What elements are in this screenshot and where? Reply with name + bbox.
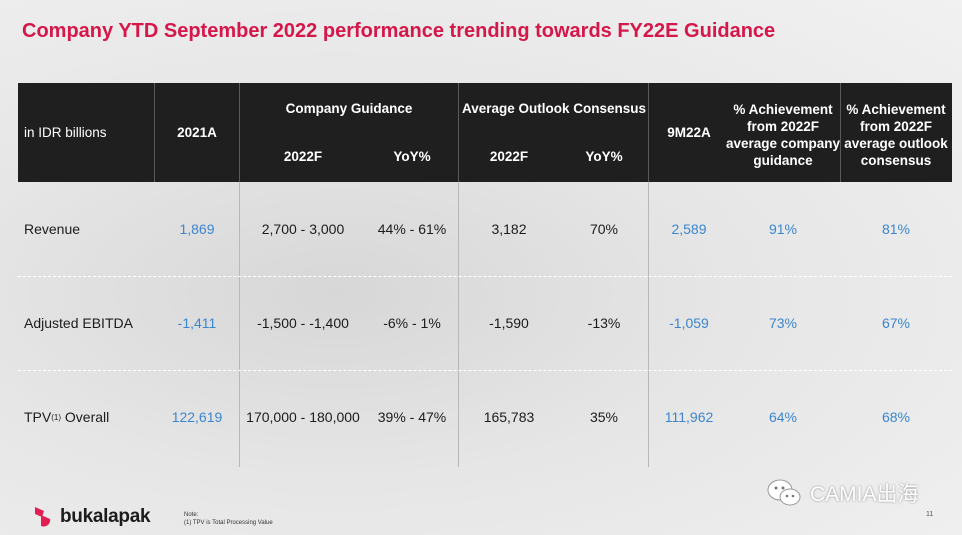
header-divider — [840, 83, 841, 182]
logo-text: bukalapak — [60, 506, 151, 527]
header-9m22a: 9M22A — [667, 125, 711, 140]
column-divider — [458, 182, 459, 467]
guidance-table: in IDR billions 2021A Company Guidance 2… — [18, 83, 952, 467]
header-divider — [239, 83, 240, 182]
watermark: CAMIA出海 — [766, 478, 919, 508]
header-achievement-consensus: % Achievement from 2022F average outlook… — [844, 102, 948, 168]
cell-9m22a: 2,589 — [671, 221, 707, 237]
page-title: Company YTD September 2022 performance t… — [22, 20, 776, 42]
cell-2021a: 1,869 — [179, 221, 215, 237]
header-achievement-guidance: % Achievement from 2022F average company… — [725, 102, 841, 168]
row-label: Revenue — [24, 221, 81, 237]
header-company-guidance: Company Guidance — [285, 100, 413, 116]
watermark-text: CAMIA出海 — [810, 483, 919, 506]
footnote: Note: (1) TPV is Total Processing Value — [184, 512, 273, 526]
header-ao-yoy: YoY% — [585, 148, 623, 164]
cell-achievement-consensus: 68% — [881, 409, 911, 425]
header-average-outlook: Average Outlook Consensus — [461, 100, 647, 116]
wechat-icon — [767, 479, 801, 506]
row-label: TPV (1) Overall — [24, 409, 110, 425]
bukalapak-logo-icon — [35, 507, 51, 527]
header-cg-yoy: YoY% — [393, 148, 431, 164]
cell-9m22a: 111,962 — [664, 409, 714, 425]
page-number: 11 — [926, 511, 934, 518]
cell-achievement-guidance: 73% — [768, 315, 798, 331]
cell-achievement-consensus: 67% — [881, 315, 911, 331]
cell-ao-yoy: 35% — [589, 409, 619, 425]
cell-2021a: 122,619 — [171, 409, 223, 425]
table-header: in IDR billions 2021A Company Guidance 2… — [18, 83, 952, 182]
cell-ao-2022f: 165,783 — [483, 409, 535, 425]
header-ao-2022f: 2022F — [489, 148, 529, 164]
cell-achievement-guidance: 64% — [768, 409, 798, 425]
cell-ao-2022f: -1,590 — [489, 315, 529, 331]
row-separator — [18, 276, 952, 277]
column-divider — [648, 182, 649, 467]
unit-label: in IDR billions — [24, 125, 107, 140]
cell-achievement-consensus: 81% — [881, 221, 911, 237]
cell-cg-yoy: -6% - 1% — [383, 315, 441, 331]
header-cg-2022f: 2022F — [283, 148, 323, 164]
cell-achievement-guidance: 91% — [768, 221, 798, 237]
cell-cg-2022f: 2,700 - 3,000 — [261, 221, 345, 237]
header-divider — [648, 83, 649, 182]
header-2021a: 2021A — [177, 125, 217, 140]
cell-ao-yoy: -13% — [587, 315, 621, 331]
header-divider — [458, 83, 459, 182]
row-label: Adjusted EBITDA — [24, 315, 133, 331]
cell-9m22a: -1,059 — [669, 315, 709, 331]
header-divider — [154, 83, 155, 182]
cell-ao-2022f: 3,182 — [491, 221, 527, 237]
cell-cg-2022f: 170,000 - 180,000 — [246, 409, 360, 425]
cell-cg-yoy: 44% - 61% — [377, 221, 447, 237]
cell-cg-2022f: -1,500 - -1,400 — [257, 315, 349, 331]
column-divider — [239, 182, 240, 467]
cell-2021a: -1,411 — [177, 315, 217, 331]
cell-ao-yoy: 70% — [589, 221, 619, 237]
cell-cg-yoy: 39% - 47% — [377, 409, 447, 425]
bukalapak-logo: bukalapak — [32, 505, 151, 529]
row-separator — [18, 370, 952, 371]
